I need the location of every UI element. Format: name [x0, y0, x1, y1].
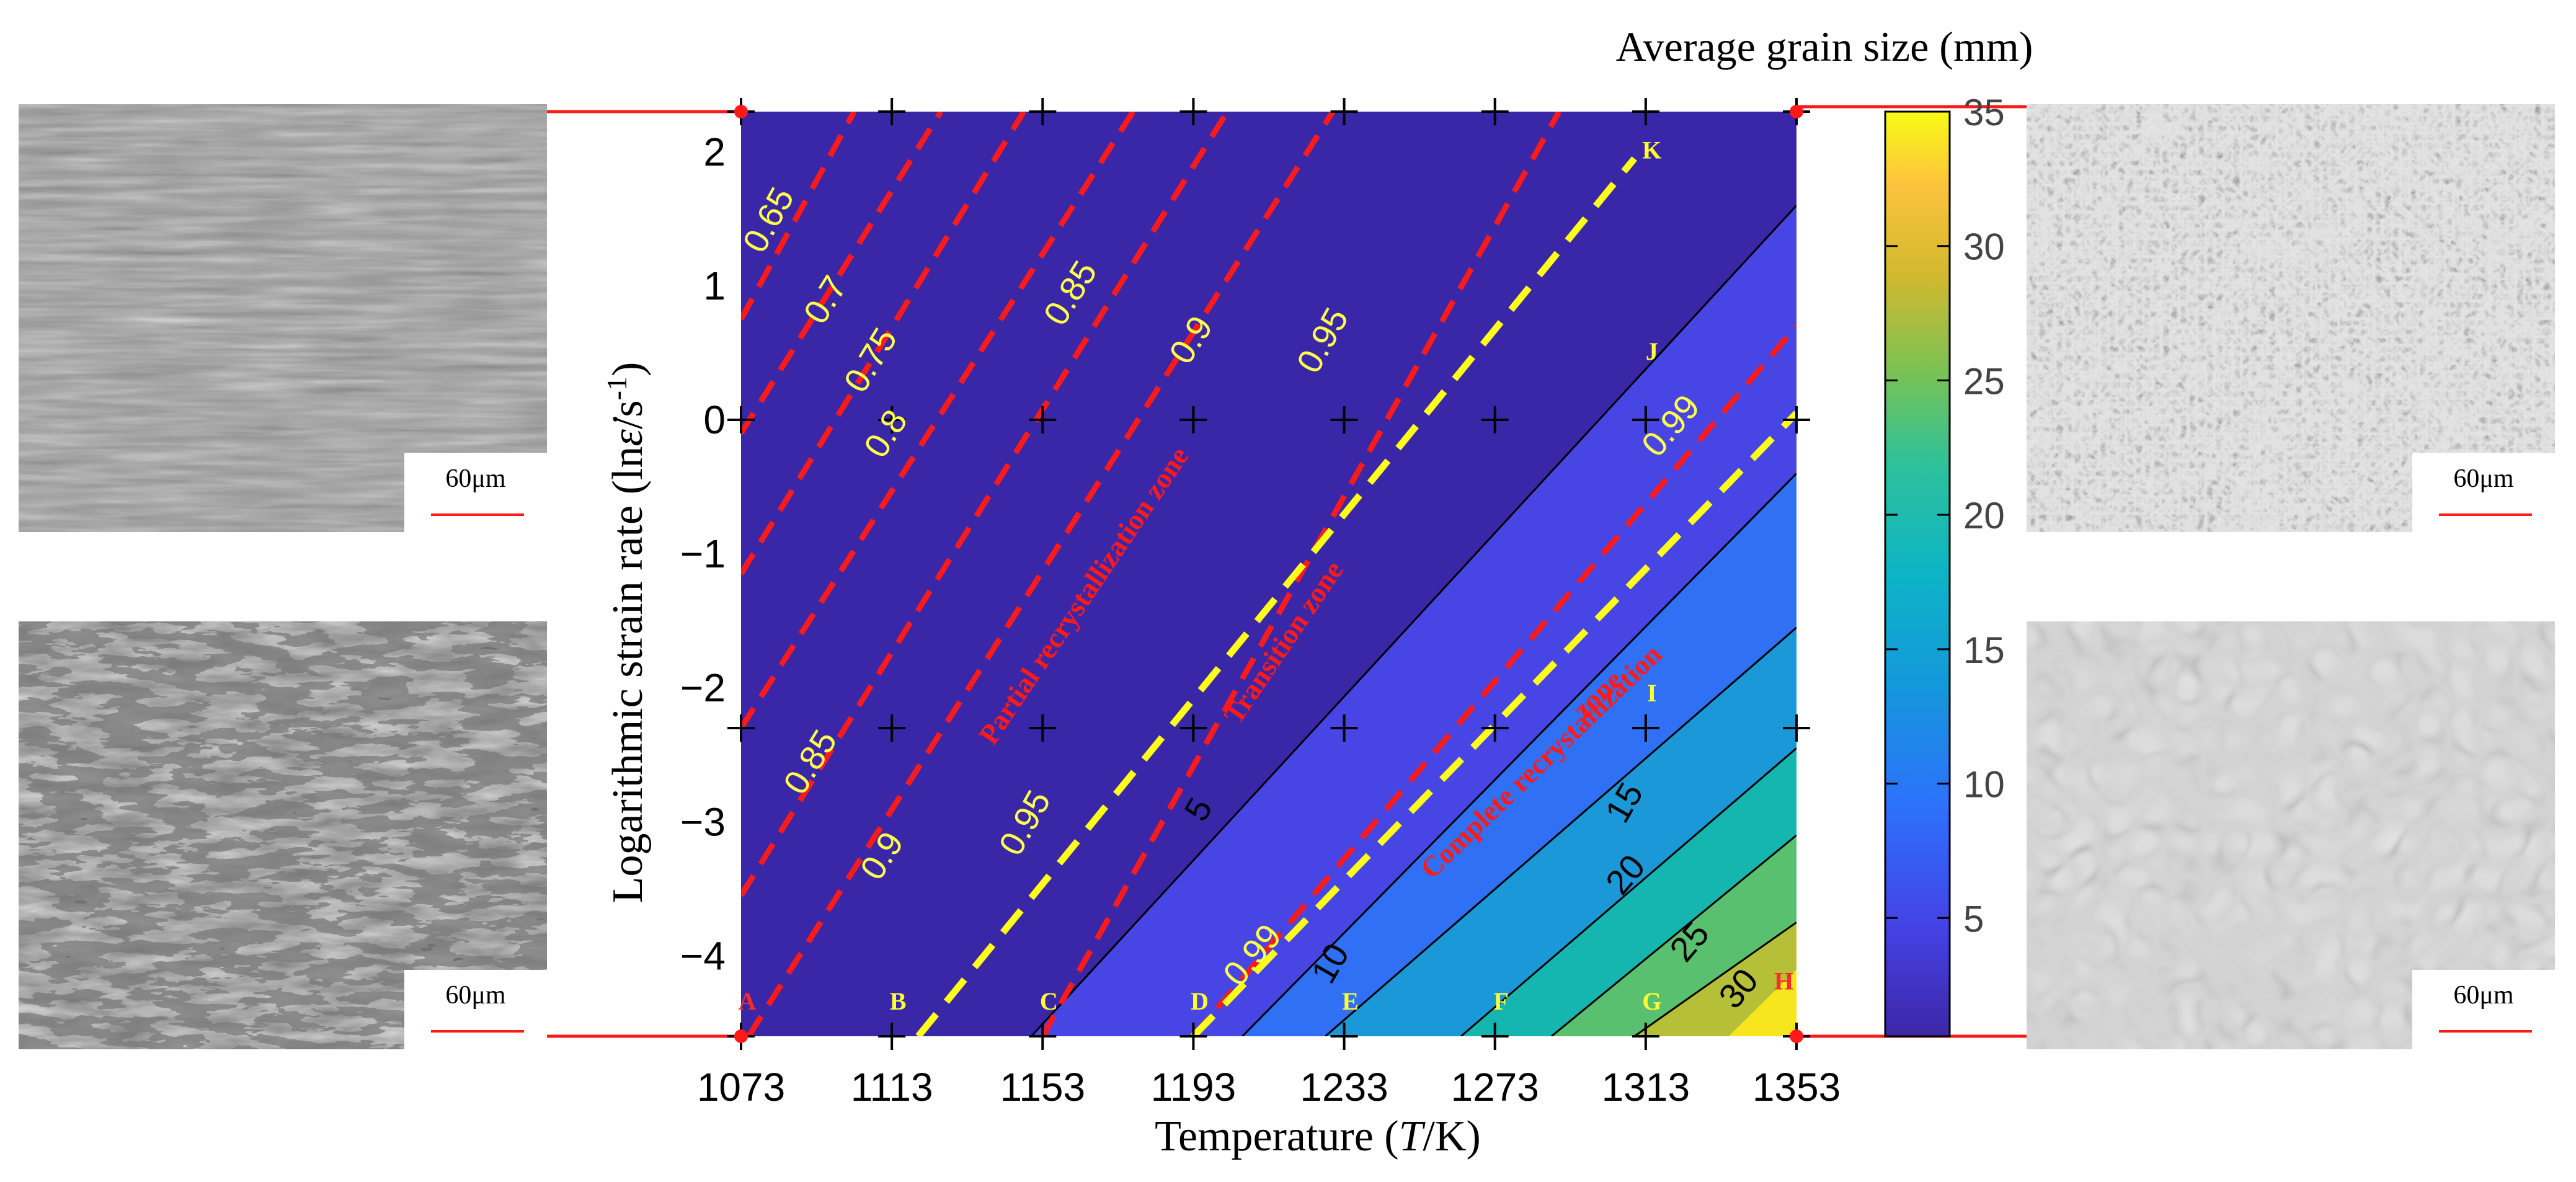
- zone-boundary-line: [1191, 411, 1797, 1036]
- recrystallization-contour-0.65: [741, 112, 857, 321]
- x-tick-label: 1233: [1300, 1065, 1388, 1109]
- grid-point-marker: [878, 406, 906, 433]
- point-label: B: [890, 987, 907, 1015]
- point-label: F: [1493, 987, 1508, 1015]
- grain-contour-line-20: [1460, 747, 1797, 1036]
- grain-contour-line-10: [1241, 473, 1797, 1036]
- scale-label: 60μm: [445, 981, 506, 1010]
- x-tick-label: 1273: [1451, 1065, 1539, 1109]
- recrystallization-contour-0.9: [746, 112, 1336, 1036]
- grid-point-marker: [1029, 714, 1057, 742]
- x-tick-label: 1113: [851, 1065, 933, 1109]
- point-label: C: [1040, 987, 1058, 1015]
- colorbar-tick-label: 35: [1963, 92, 2005, 133]
- contour-band-35: [1728, 969, 1797, 1036]
- colorbar-tick-label: 20: [1963, 495, 2005, 536]
- scale-label: 60μm: [2453, 464, 2514, 493]
- grid-point-marker: [1783, 714, 1810, 742]
- grid-point-marker: [878, 98, 906, 125]
- grid-point-marker: [1632, 98, 1659, 125]
- colorbar-gradient: [1884, 110, 1951, 1038]
- y-tick-label: 0: [703, 398, 726, 442]
- recrystallization-contour-0.85: [741, 112, 1230, 897]
- grid-point-marker: [1330, 98, 1358, 125]
- point-label: I: [1647, 679, 1657, 707]
- grid-point-marker: [878, 714, 906, 742]
- colorbar-tick-label: 30: [1963, 226, 2005, 268]
- corner-marker: [1790, 1029, 1803, 1043]
- grid-point-marker: [727, 714, 755, 742]
- colorbar: 5 10 15 20 25 30 35 Average grain size (mm): [1616, 23, 2033, 1038]
- grid-point-marker: [1029, 406, 1057, 433]
- y-tick-label: 1: [703, 264, 726, 308]
- x-tick-label: 1353: [1752, 1065, 1841, 1109]
- micrograph-top-right: 60μm: [2027, 104, 2555, 532]
- micrograph-top-left: 60μm: [19, 104, 547, 532]
- grid-point-marker: [1330, 714, 1358, 742]
- grid-point-marker: [1029, 98, 1057, 125]
- grid-point-marker: [1179, 406, 1207, 433]
- x-tick-label: 1313: [1602, 1065, 1690, 1109]
- recrystallization-contour-0.7: [741, 112, 943, 435]
- grid-point-marker: [727, 406, 755, 433]
- recrystallization-contour-0.95: [1040, 112, 1561, 1036]
- corner-marker: [734, 105, 748, 118]
- colorbar-tick-label: 5: [1963, 898, 1984, 940]
- scale-label: 60μm: [2453, 981, 2514, 1010]
- grid-point-marker: [1632, 1023, 1659, 1050]
- recrystallization-contour-0.99: [1191, 324, 1797, 1036]
- grid-point-marker: [1632, 406, 1659, 433]
- grain-contour-line-5: [1030, 205, 1797, 1036]
- y-tick-label: −4: [680, 933, 726, 978]
- point-label: E: [1342, 987, 1359, 1015]
- grid-point-marker: [1481, 406, 1509, 433]
- grid-point-marker: [878, 1023, 906, 1050]
- recrystallization-contour-0.75: [741, 112, 1026, 575]
- colorbar-title: Average grain size (mm): [1616, 23, 2033, 70]
- grid-point-marker: [1632, 714, 1659, 742]
- grid-point-marker: [1783, 406, 1810, 433]
- grain-contour-line-30: [1633, 922, 1797, 1036]
- point-label: G: [1642, 987, 1661, 1015]
- recrystallization-contour-0.8: [741, 112, 1135, 730]
- colorbar-tick-label: 25: [1963, 360, 2005, 402]
- x-tick-label: 1193: [1151, 1065, 1237, 1109]
- x-axis-title: Temperature (T/K): [1155, 1113, 1481, 1160]
- colorbar-tick-label: 10: [1963, 764, 2005, 806]
- y-tick-label: −2: [680, 665, 726, 710]
- point-label: D: [1191, 987, 1209, 1015]
- scale-label: 60μm: [445, 464, 506, 493]
- grain-contour-line-25: [1550, 834, 1797, 1036]
- corner-marker: [734, 1029, 748, 1043]
- grid-point-marker: [1179, 714, 1207, 742]
- colorbar-tick-label: 15: [1963, 629, 2005, 671]
- grid-point-marker: [1330, 1023, 1358, 1050]
- grid-point-marker: [1481, 714, 1509, 742]
- micrographs: 60μm 60μm 60μm 60μm: [19, 104, 2555, 1049]
- y-axis-title: Logarithmic strain rate (lnε̇/s-1): [601, 362, 652, 904]
- grid-point-marker: [1481, 1023, 1509, 1050]
- grain-contour-line-15: [1325, 626, 1797, 1036]
- contour-plot: 0.650.70.750.80.850.850.90.90.950.950.99…: [727, 98, 1810, 1050]
- grid-point-marker: [1029, 1023, 1057, 1050]
- grid-point-marker: [1179, 1023, 1207, 1050]
- micrograph-bottom-left: 60μm: [19, 621, 547, 1049]
- grid-point-marker: [1481, 98, 1509, 125]
- point-label: K: [1642, 136, 1661, 164]
- point-label: A: [739, 987, 757, 1015]
- point-label: H: [1774, 967, 1793, 995]
- point-label: J: [1646, 337, 1658, 365]
- y-tick-label: 2: [703, 130, 726, 174]
- axes: 1073 1113 1153 1193 1233 1273 1313 1353 2 1 0 −1 −2 −…: [680, 130, 1841, 1109]
- grid-point-marker: [1179, 98, 1207, 125]
- grid-point-marker: [1330, 406, 1358, 433]
- y-tick-label: −1: [680, 531, 726, 576]
- micrograph-bottom-right: 60μm: [2027, 621, 2555, 1049]
- y-tick-label: −3: [680, 799, 726, 844]
- x-tick-label: 1153: [1000, 1065, 1085, 1109]
- x-tick-label: 1073: [697, 1065, 785, 1109]
- corner-marker: [1790, 105, 1803, 118]
- zone-boundary-line: [915, 156, 1637, 1036]
